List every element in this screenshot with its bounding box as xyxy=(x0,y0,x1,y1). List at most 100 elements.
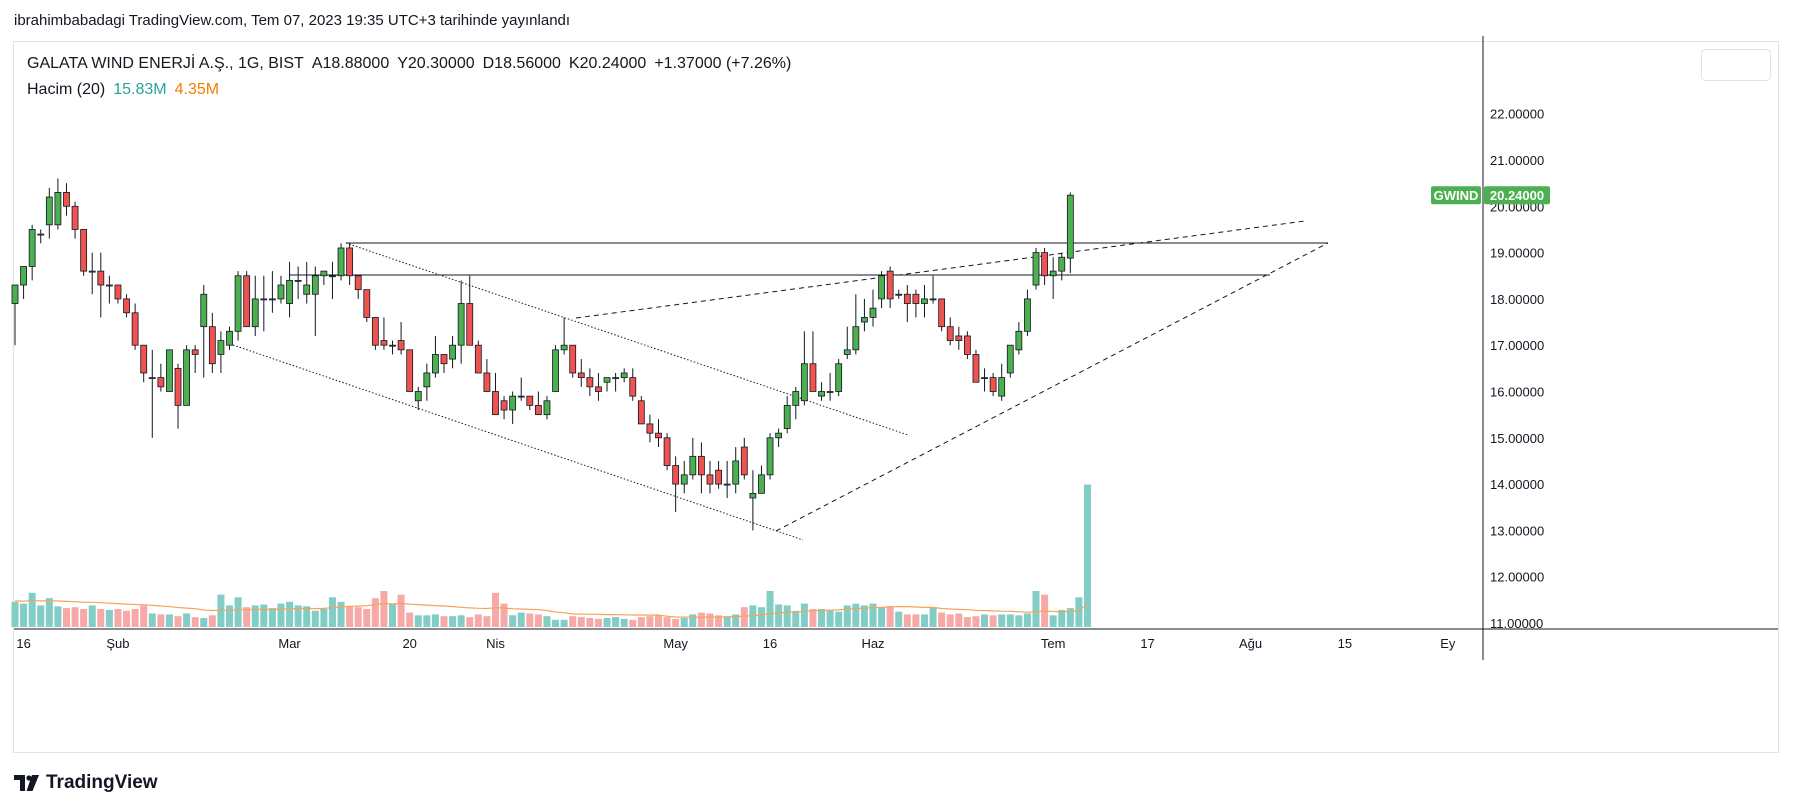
candle-body xyxy=(492,391,499,416)
volume-bar xyxy=(809,609,817,627)
volume-bar xyxy=(346,606,354,627)
volume-bar xyxy=(938,612,946,627)
candle-body xyxy=(140,344,148,374)
candle-body xyxy=(432,354,439,374)
candle-body xyxy=(20,266,27,286)
volume-bar xyxy=(1006,614,1014,627)
volume-bar xyxy=(251,605,259,627)
volume-bar xyxy=(723,616,731,627)
volume-bar xyxy=(320,609,328,627)
candle-body xyxy=(148,377,156,380)
volume-bar xyxy=(37,605,45,627)
volume-bar xyxy=(706,613,714,627)
candle-body xyxy=(346,247,354,277)
volume-bar xyxy=(775,604,783,627)
candle-body xyxy=(1066,194,1074,259)
candle-body xyxy=(517,395,525,398)
candle-body xyxy=(423,372,431,388)
candle-body xyxy=(414,391,422,402)
candle-body xyxy=(603,377,611,383)
candle-body xyxy=(878,275,885,300)
candle-body xyxy=(105,284,113,287)
candle-body xyxy=(989,377,997,392)
price-tag-bg xyxy=(1484,186,1550,205)
volume-bar xyxy=(972,616,980,627)
tradingview-footer[interactable]: TradingView xyxy=(14,772,158,794)
candle-body xyxy=(45,196,53,226)
candle-body xyxy=(655,432,662,439)
volume-bar xyxy=(328,597,336,627)
volume-bar xyxy=(123,610,131,627)
candle-body xyxy=(972,354,980,383)
candle-body xyxy=(114,284,122,300)
candle-body xyxy=(826,391,834,393)
candle-body xyxy=(320,270,328,277)
candle-body xyxy=(534,404,542,416)
volume-bar xyxy=(818,609,826,627)
candle-body xyxy=(183,349,191,406)
symbol-legend: GALATA WIND ENERJİ A.Ş., 1G, BIST A18.880… xyxy=(27,55,799,73)
time-tick-label: 15 xyxy=(1338,636,1352,651)
candle-body xyxy=(723,483,731,486)
volume-bar xyxy=(577,617,585,627)
candle-body xyxy=(449,344,456,360)
candle-body xyxy=(406,349,414,392)
candle-body xyxy=(226,330,233,346)
candle-body xyxy=(466,303,474,346)
candle-body xyxy=(903,293,911,304)
price-tick-label: 22.00000 xyxy=(1490,107,1544,122)
candle-body xyxy=(268,298,276,301)
volume-bar xyxy=(920,614,928,627)
volume-bar xyxy=(474,614,482,627)
volume-bar xyxy=(11,601,19,627)
volume-bar xyxy=(174,616,182,627)
volume-bar xyxy=(955,613,963,627)
volume-bar xyxy=(543,616,551,627)
candle-body xyxy=(612,377,619,380)
candle-body xyxy=(11,284,19,304)
volume-bar xyxy=(646,616,654,627)
volume-bar xyxy=(440,616,448,627)
time-tick-label: Mar xyxy=(278,636,301,651)
volume-bar xyxy=(337,601,345,627)
candle-body xyxy=(629,377,637,397)
volume-bar xyxy=(800,603,808,627)
volume-bar xyxy=(371,598,379,627)
volume-bar xyxy=(354,607,362,627)
volume-bar xyxy=(45,598,53,627)
candle-body xyxy=(835,363,843,392)
candle-body xyxy=(208,326,216,365)
price-tick-label: 12.00000 xyxy=(1490,570,1544,585)
candle-body xyxy=(311,275,319,295)
volume-bar xyxy=(148,613,156,627)
volume-bar xyxy=(715,615,723,627)
volume-bar xyxy=(71,607,79,627)
volume-bar xyxy=(457,615,465,627)
volume-bar xyxy=(423,615,431,627)
legend-open: A18.88000 xyxy=(311,55,390,72)
time-tick-label: Nis xyxy=(486,636,505,651)
candle-body xyxy=(706,474,714,485)
candle-body xyxy=(749,492,757,499)
volume-bar xyxy=(878,607,886,627)
volume-bar xyxy=(363,609,371,627)
time-tick-label: 20 xyxy=(402,636,416,651)
volume-bar xyxy=(655,615,662,627)
time-tick-label: 17 xyxy=(1140,636,1154,651)
toolbar-box[interactable] xyxy=(1701,49,1771,81)
volume-bar xyxy=(895,611,903,627)
candle-body xyxy=(783,404,791,429)
volume-bar xyxy=(526,613,534,627)
candle-body xyxy=(397,340,405,351)
axis-layer: 22.0000021.0000020.0000019.0000018.00000… xyxy=(14,36,1778,660)
candle-body xyxy=(337,247,345,277)
volume-bar xyxy=(277,603,285,627)
volume-bar xyxy=(732,614,740,627)
candle-body xyxy=(260,298,268,301)
candle-body xyxy=(363,289,371,318)
volume-bar xyxy=(697,612,705,627)
volume-bar xyxy=(663,617,671,627)
candle-body xyxy=(852,326,860,351)
volume-bar xyxy=(552,619,560,627)
